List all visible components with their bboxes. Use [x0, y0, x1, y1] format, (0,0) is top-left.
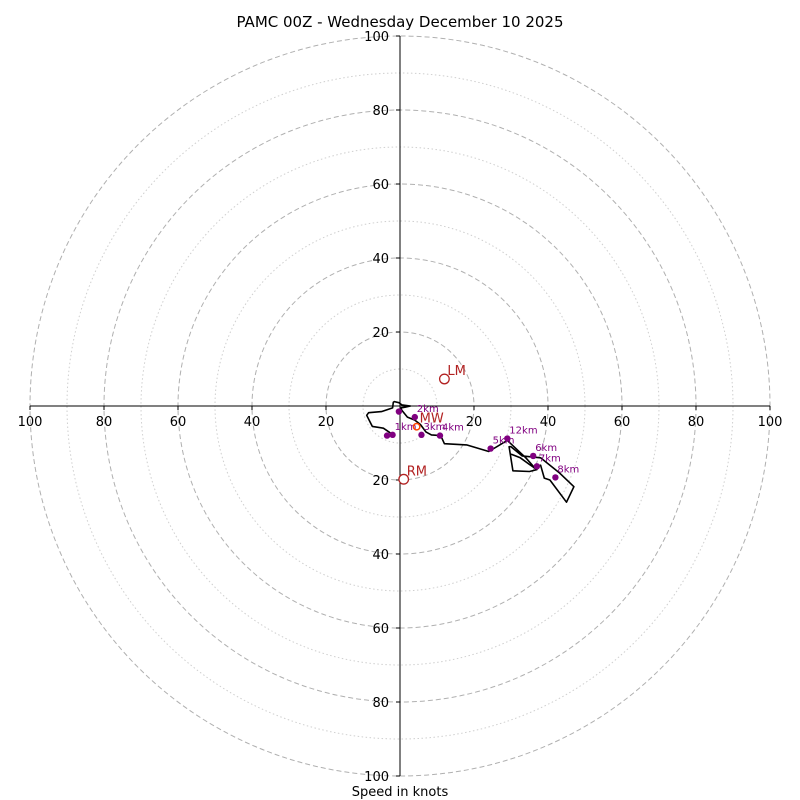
marker-label: RM [407, 464, 427, 479]
y-tick-label: 100 [364, 30, 389, 45]
height-point [552, 474, 559, 481]
axes [29, 35, 771, 777]
x-tick-label: 100 [758, 415, 783, 430]
y-tick-label: 80 [372, 104, 389, 119]
height-label: 12km [509, 426, 537, 437]
height-point [395, 408, 403, 415]
storm-motion-marker [438, 373, 450, 385]
height-point [504, 435, 511, 442]
tick-labels: 100 80 60 40 20 20 40 60 80 100 100 80 60 40 20 20 40 60 8… [18, 30, 783, 785]
height-point [533, 463, 541, 470]
height-label: 6km [535, 443, 557, 454]
y-tick-label: 20 [372, 326, 389, 341]
marker-label: MW [420, 412, 444, 427]
x-tick-label: 20 [466, 415, 483, 430]
y-tick-label: 60 [372, 622, 389, 637]
x-tick-label: 100 [18, 415, 43, 430]
y-tick-label: 60 [372, 178, 389, 193]
height-label: 2km [417, 404, 439, 415]
marker-label: LM [447, 364, 465, 379]
hodograph-line [365, 400, 575, 504]
height-point [418, 431, 425, 439]
x-tick-label: 40 [540, 415, 557, 430]
height-label: 8km [557, 464, 579, 475]
storm-motion-markers: LM RM MW [398, 364, 466, 485]
chart-title: PAMC 00Z - Wednesday December 10 2025 [236, 13, 563, 31]
x-tick-label: 20 [318, 415, 335, 430]
height-point [487, 445, 494, 452]
height-point [411, 413, 418, 421]
height-point [389, 431, 396, 439]
y-tick-label: 20 [372, 474, 389, 489]
x-tick-label: 80 [96, 415, 113, 430]
x-tick-label: 80 [688, 415, 705, 430]
y-tick-label: 40 [372, 548, 389, 563]
x-axis-label: Speed in knots [352, 785, 449, 800]
height-point [383, 432, 391, 439]
height-label: 4km [442, 423, 464, 434]
x-tick-label: 60 [614, 415, 631, 430]
height-label: 5km [493, 436, 515, 447]
height-label: 7km [539, 453, 561, 464]
height-label: 1km [395, 422, 417, 433]
mean-wind-marker [412, 422, 421, 431]
y-tick-label: 40 [372, 252, 389, 267]
height-point [436, 432, 444, 439]
x-tick-label: 60 [170, 415, 187, 430]
storm-motion-marker [398, 473, 410, 485]
y-tick-label: 80 [372, 696, 389, 711]
height-point [530, 452, 537, 460]
y-tick-label: 100 [364, 770, 389, 785]
height-label: 3km [423, 422, 445, 433]
hodograph-trace [365, 400, 575, 504]
x-tick-label: 40 [244, 415, 261, 430]
